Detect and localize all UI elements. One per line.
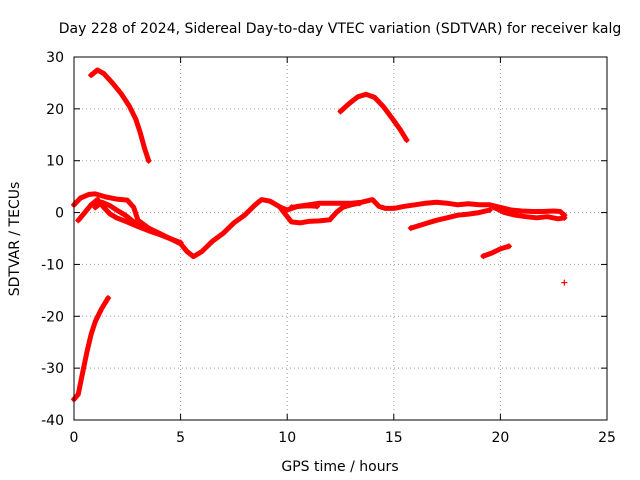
series-arc-main-3	[92, 199, 145, 228]
series-arc-main-4	[278, 200, 363, 226]
series-arc-early-low	[71, 295, 111, 402]
y-tick-label: -30	[41, 361, 64, 377]
data-point	[177, 239, 184, 246]
data-point	[277, 205, 284, 212]
data-point	[139, 222, 146, 229]
data-point	[403, 136, 410, 143]
data-point	[356, 200, 363, 207]
data-point	[491, 204, 498, 211]
series-arc-main-1	[71, 191, 567, 260]
data-point	[314, 203, 321, 210]
series-arc-late-1	[408, 207, 493, 231]
y-axis-label: SDTVAR / TECUs	[7, 182, 23, 297]
y-tick-label: -10	[41, 257, 64, 273]
data-point	[337, 108, 344, 115]
y-tick-label: 0	[55, 206, 64, 222]
data-point	[407, 225, 414, 232]
data-point	[480, 253, 487, 260]
y-tick-label: -40	[41, 413, 64, 429]
y-tick-label: 20	[46, 102, 64, 118]
tick-layer: 0 5 10 15 20 25 -40 -30 -20 -10 0 10 20 30	[41, 50, 616, 446]
x-axis-label: GPS time / hours	[281, 459, 398, 475]
series-arc-late-3	[480, 243, 512, 259]
series-arc-early-high	[88, 67, 152, 164]
data-point	[288, 204, 295, 211]
data-point	[561, 279, 568, 286]
x-tick-label: 20	[491, 430, 509, 446]
data-point	[505, 243, 512, 250]
series-arc-midday-high	[338, 91, 410, 143]
x-tick-label: 5	[176, 430, 185, 446]
chart-title: Day 228 of 2024, Sidereal Day-to-day VTE…	[59, 21, 621, 37]
series-layer	[71, 67, 568, 403]
data-point	[75, 217, 82, 224]
y-tick-label: 30	[46, 50, 64, 66]
series-arc-main-2	[75, 197, 184, 246]
data-point	[92, 204, 99, 211]
series-arc-late-2	[491, 204, 567, 222]
x-tick-label: 0	[70, 430, 79, 446]
x-tick-label: 25	[598, 430, 616, 446]
x-tick-label: 10	[278, 430, 296, 446]
series-arc-main-5	[289, 203, 320, 210]
data-point	[105, 295, 112, 302]
data-point	[486, 206, 493, 213]
plot-frame	[73, 56, 608, 421]
x-tick-label: 15	[385, 430, 403, 446]
data-point	[561, 214, 568, 221]
data-point	[145, 157, 152, 164]
y-tick-label: 10	[46, 154, 64, 170]
y-tick-label: -20	[41, 309, 64, 325]
data-point	[88, 72, 95, 79]
